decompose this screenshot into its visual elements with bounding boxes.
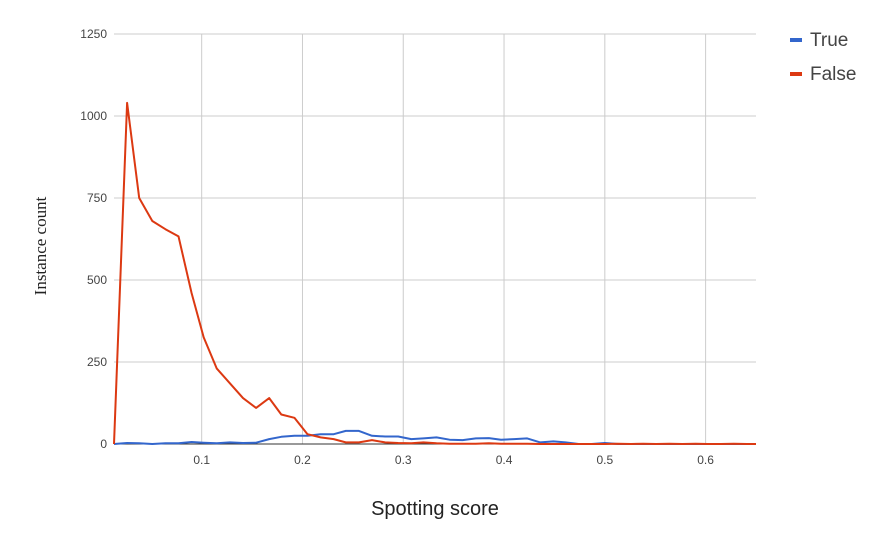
x-tick-label: 0.1 (193, 453, 210, 467)
x-tick-label: 0.6 (697, 453, 714, 467)
y-tick-label: 1250 (80, 27, 107, 41)
y-axis-label: Instance count (31, 196, 50, 295)
legend-swatch-true (790, 38, 802, 42)
x-tick-label: 0.3 (395, 453, 412, 467)
legend-label-true: True (810, 30, 848, 51)
legend: True False (790, 30, 856, 85)
grid (114, 33, 756, 444)
y-tick-label: 250 (87, 355, 107, 369)
series-line-true (113, 429, 756, 445)
y-tick-label: 0 (100, 437, 107, 451)
tick-labels: 0 250 500 750 1000 1250 0.1 0.2 0.3 0.4 0.5 0.6 (80, 27, 714, 467)
legend-label-false: False (810, 64, 856, 85)
series-lines (113, 101, 756, 445)
x-tick-label: 0.4 (496, 453, 513, 467)
y-tick-label: 750 (87, 191, 107, 205)
legend-swatch-false (790, 72, 802, 76)
x-tick-label: 0.2 (294, 453, 311, 467)
x-axis-label: Spotting score (371, 498, 499, 520)
series-line-false (113, 101, 756, 445)
y-tick-label: 500 (87, 273, 107, 287)
y-tick-label: 1000 (80, 109, 107, 123)
x-tick-label: 0.5 (596, 453, 613, 467)
